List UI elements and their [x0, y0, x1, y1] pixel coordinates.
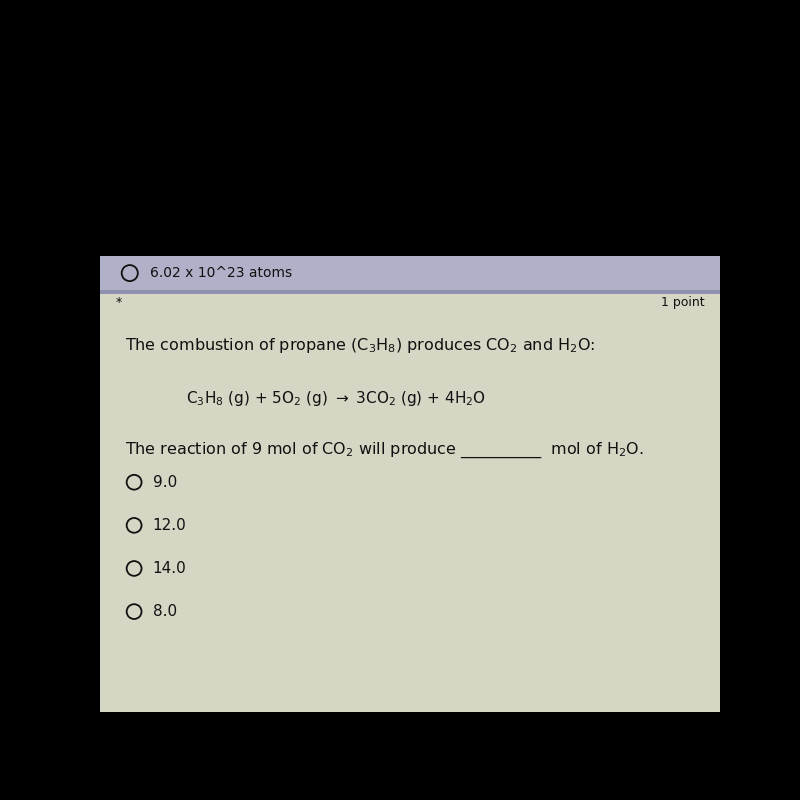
Bar	[100, 294, 720, 712]
Text: C$_3$H$_8$ (g) + 5O$_2$ (g) $\rightarrow$ 3CO$_2$ (g) + 4H$_2$O: C$_3$H$_8$ (g) + 5O$_2$ (g) $\rightarrow…	[186, 389, 486, 407]
Text: *: *	[115, 296, 122, 310]
Text: 9.0: 9.0	[153, 474, 177, 490]
Text: 1 point: 1 point	[661, 296, 705, 310]
Text: 8.0: 8.0	[153, 604, 177, 619]
Text: 14.0: 14.0	[153, 561, 186, 576]
Bar	[100, 256, 720, 290]
Text: The reaction of 9 mol of CO$_2$ will produce __________  mol of H$_2$O.: The reaction of 9 mol of CO$_2$ will pro…	[125, 441, 643, 460]
Bar	[100, 290, 720, 294]
Text: 6.02 x 10^23 atoms: 6.02 x 10^23 atoms	[150, 266, 292, 280]
Text: The combustion of propane (C$_3$H$_8$) produces CO$_2$ and H$_2$O:: The combustion of propane (C$_3$H$_8$) p…	[125, 336, 595, 355]
Text: 12.0: 12.0	[153, 518, 186, 533]
